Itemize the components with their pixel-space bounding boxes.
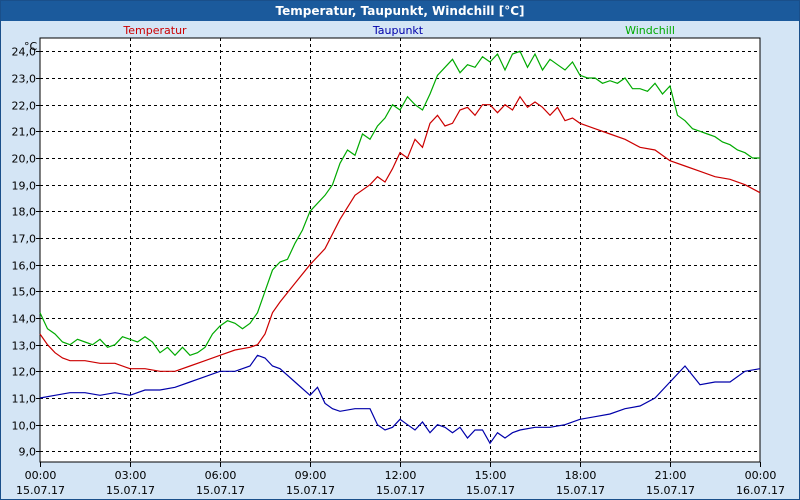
y-tick-label: 20,0 [12, 153, 37, 166]
y-tick-label: 9,0 [19, 446, 37, 459]
x-tick-date: 15.07.17 [106, 484, 155, 497]
window-title: Temperatur, Taupunkt, Windchill [°C] [1, 1, 799, 21]
y-tick-label: 18,0 [12, 206, 37, 219]
y-axis-label: °C [24, 40, 38, 53]
y-tick-label: 17,0 [12, 233, 37, 246]
x-tick-time: 21:00 [655, 469, 687, 482]
y-tick-label: 11,0 [12, 393, 37, 406]
x-tick-time: 12:00 [385, 469, 417, 482]
y-tick-label: 22,0 [12, 100, 37, 113]
y-tick-label: 23,0 [12, 73, 37, 86]
x-tick-time: 00:00 [25, 469, 57, 482]
y-tick-label: 21,0 [12, 126, 37, 139]
y-tick-label: 13,0 [12, 340, 37, 353]
y-tick-label: 15,0 [12, 286, 37, 299]
x-tick-time: 18:00 [565, 469, 597, 482]
legend-temperatur: Temperatur [122, 24, 187, 37]
x-tick-time: 15:00 [475, 469, 507, 482]
y-tick-label: 10,0 [12, 420, 37, 433]
legend-taupunkt: Taupunkt [372, 24, 424, 37]
legend-windchill: Windchill [625, 24, 675, 37]
y-tick-label: 16,0 [12, 260, 37, 273]
x-tick-time: 06:00 [205, 469, 237, 482]
x-tick-time: 03:00 [115, 469, 147, 482]
x-tick-date: 15.07.17 [286, 484, 335, 497]
series-line-windchill [39, 50, 760, 357]
x-tick-date: 15.07.17 [556, 484, 605, 497]
x-tick-date: 15.07.17 [196, 484, 245, 497]
y-tick-label: 12,0 [12, 366, 37, 379]
x-tick-date: 15.07.17 [646, 484, 695, 497]
x-tick-date: 15.07.17 [376, 484, 425, 497]
x-tick-date: 15.07.17 [466, 484, 515, 497]
series-line-taupunkt [39, 354, 761, 445]
y-tick-label: 24,0 [12, 46, 37, 59]
series-line-temperatur [39, 95, 761, 372]
x-tick-date: 15.07.17 [16, 484, 65, 497]
x-tick-time: 00:00 [745, 469, 777, 482]
y-tick-label: 14,0 [12, 313, 37, 326]
x-tick-date: 16.07.17 [736, 484, 785, 497]
x-tick-time: 09:00 [295, 469, 327, 482]
y-tick-label: 19,0 [12, 180, 37, 193]
